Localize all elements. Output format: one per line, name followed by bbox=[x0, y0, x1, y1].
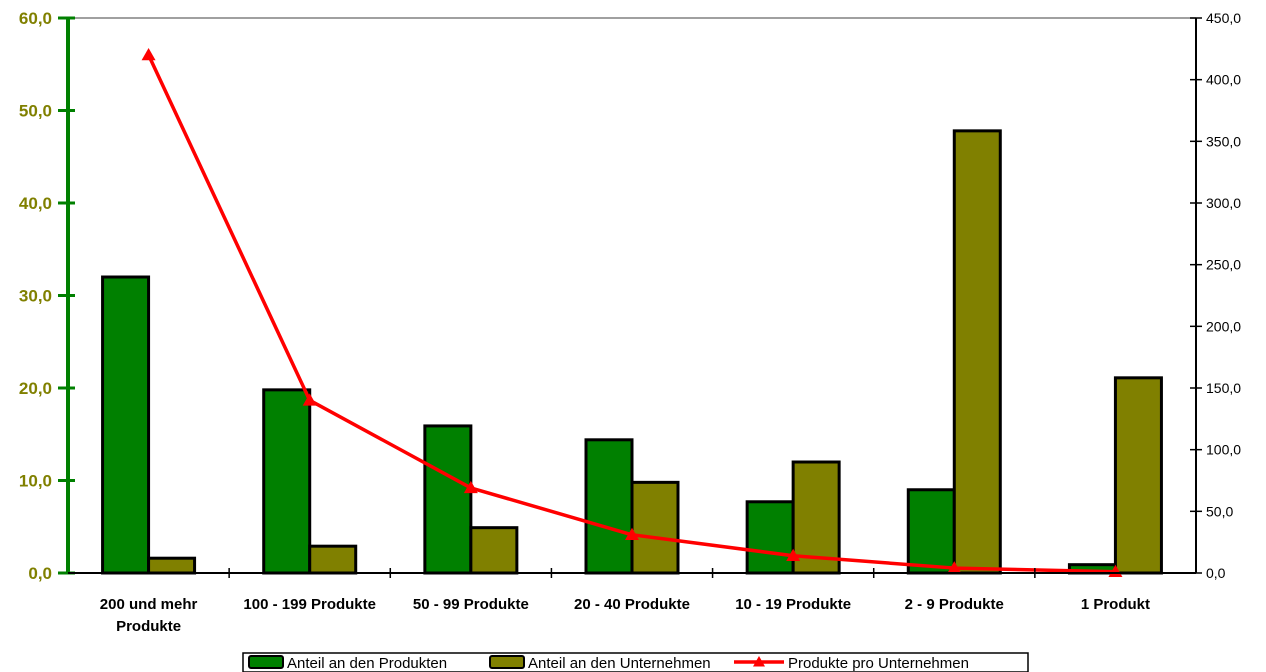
bar-unternehmen bbox=[630, 480, 680, 575]
bar-unternehmen bbox=[791, 460, 841, 575]
bar-produkten bbox=[584, 438, 634, 575]
category-label-line: 100 - 199 Produkte bbox=[243, 596, 376, 613]
right-tick-label: 450,0 bbox=[1206, 10, 1241, 26]
left-tick-label: 20,0 bbox=[19, 379, 52, 398]
right-tick-label: 400,0 bbox=[1206, 72, 1241, 88]
line-marker bbox=[786, 548, 801, 561]
left-tick-label: 30,0 bbox=[19, 287, 52, 306]
category-label-line: 10 - 19 Produkte bbox=[735, 596, 851, 613]
bar-produkten bbox=[423, 424, 473, 575]
bar-produkten bbox=[262, 388, 312, 575]
category-label: 10 - 19 Produkte bbox=[735, 596, 851, 613]
category-label: 20 - 40 Produkte bbox=[574, 596, 690, 613]
line-marker bbox=[463, 480, 478, 494]
right-tick-label: 300,0 bbox=[1206, 195, 1241, 211]
right-tick-label: 250,0 bbox=[1206, 257, 1241, 273]
bar-produkten bbox=[906, 488, 956, 575]
line-marker bbox=[625, 527, 639, 541]
left-tick-label: 10,0 bbox=[19, 472, 52, 491]
category-label: 100 - 199 Produkte bbox=[243, 596, 376, 613]
left-tick-label: 0,0 bbox=[28, 564, 52, 583]
category-label-line: 1 Produkt bbox=[1081, 596, 1150, 613]
line-marker bbox=[141, 48, 156, 61]
category-label-line: 50 - 99 Produkte bbox=[413, 596, 529, 613]
bar-unternehmen bbox=[308, 544, 358, 575]
right-tick-label: 350,0 bbox=[1206, 133, 1241, 149]
left-tick-label: 50,0 bbox=[19, 102, 52, 121]
legend-swatch bbox=[248, 655, 284, 669]
category-label-line: 200 und mehr bbox=[100, 596, 198, 613]
right-tick-label: 0,0 bbox=[1206, 565, 1226, 581]
category-label-line: Produkte bbox=[116, 618, 181, 635]
bar-unternehmen bbox=[147, 556, 197, 575]
legend-label: Produkte pro Unternehmen bbox=[788, 655, 969, 672]
line-series bbox=[141, 48, 1123, 578]
legend-swatch bbox=[489, 655, 525, 669]
right-tick-label: 50,0 bbox=[1206, 503, 1233, 519]
legend-marker bbox=[753, 656, 765, 667]
legend: Anteil an den Produkten Anteil an den Unt… bbox=[242, 652, 1029, 672]
left-tick-label: 60,0 bbox=[19, 9, 52, 28]
right-tick-label: 150,0 bbox=[1206, 380, 1241, 396]
legend-label: Anteil an den Unternehmen bbox=[528, 655, 711, 672]
line-marker bbox=[302, 393, 317, 406]
left-tick-label: 40,0 bbox=[19, 194, 52, 213]
category-label-line: 2 - 9 Produkte bbox=[905, 596, 1004, 613]
bar-produkten bbox=[101, 275, 151, 575]
right-tick-label: 100,0 bbox=[1206, 442, 1241, 458]
axis-labels: 0,0 10,0 20,0 30,0 40,0 50,0 60,0 0,0 50,0 100,0 1… bbox=[19, 9, 1241, 635]
right-tick-label: 200,0 bbox=[1206, 318, 1241, 334]
bar-unternehmen bbox=[469, 526, 519, 575]
category-label: 200 und mehr Produkte bbox=[100, 596, 198, 635]
legend-box bbox=[242, 652, 1029, 672]
category-label-line: 20 - 40 Produkte bbox=[574, 596, 690, 613]
bar-unternehmen bbox=[1113, 376, 1163, 575]
line-marker bbox=[947, 561, 962, 574]
bar-produkten bbox=[745, 500, 795, 575]
category-label: 2 - 9 Produkte bbox=[905, 596, 1004, 613]
category-label: 1 Produkt bbox=[1081, 596, 1150, 613]
category-label: 50 - 99 Produkte bbox=[413, 596, 529, 613]
legend-label: Anteil an den Produkten bbox=[287, 655, 447, 672]
bar-unternehmen bbox=[952, 129, 1002, 575]
axes bbox=[58, 16, 1202, 578]
bar-series bbox=[101, 129, 1163, 575]
